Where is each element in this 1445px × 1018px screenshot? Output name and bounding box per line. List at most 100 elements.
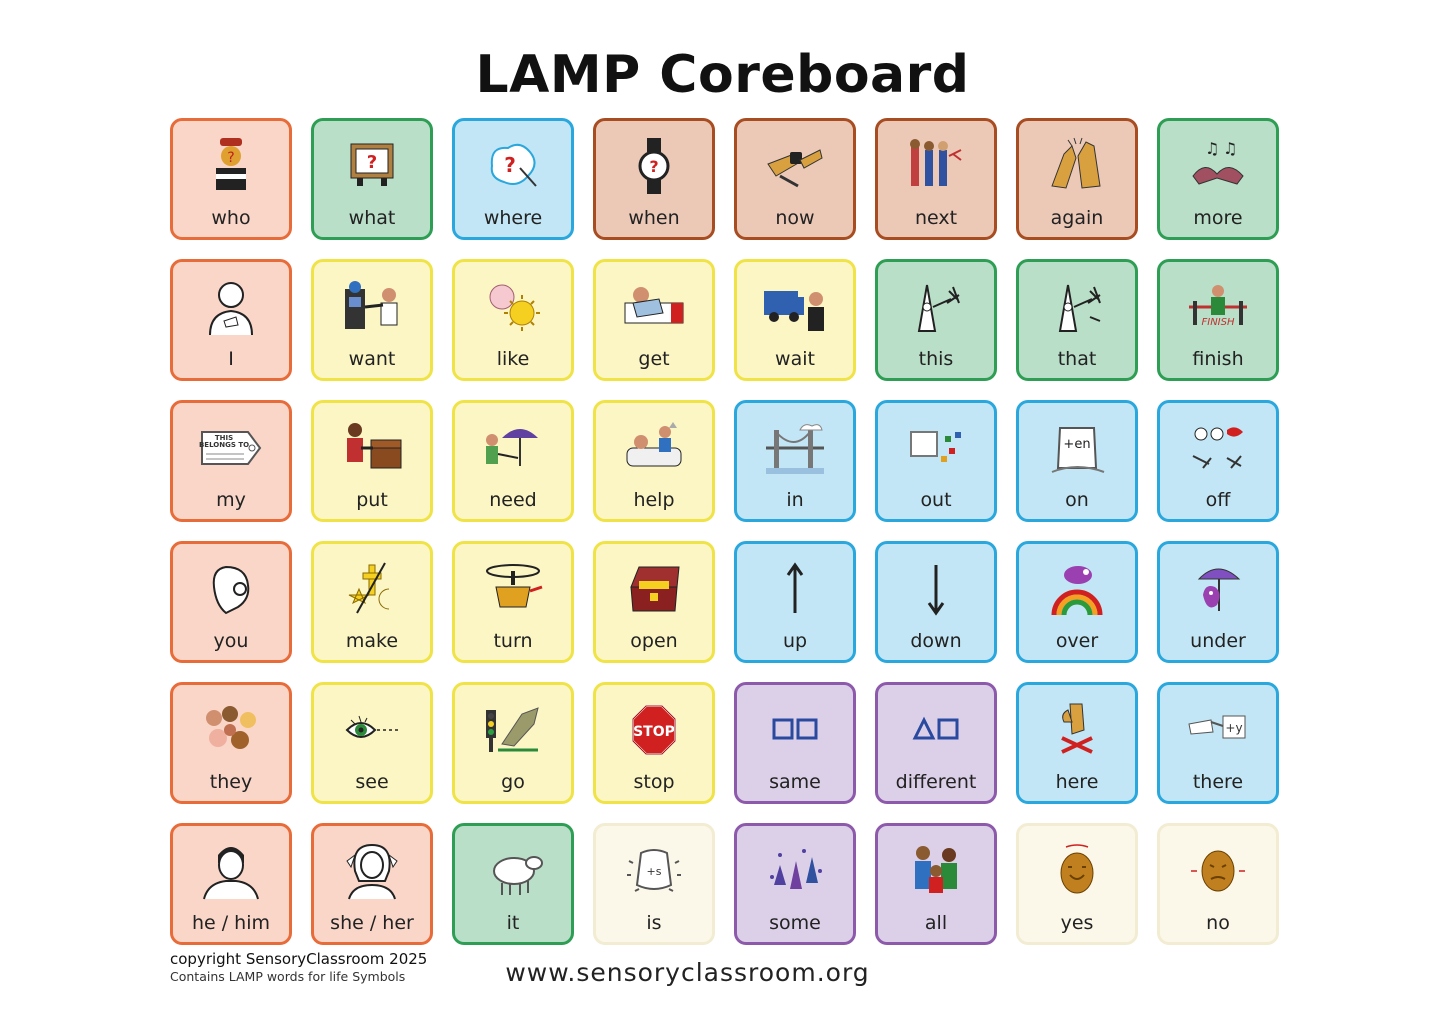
page-title: LAMP Coreboard [475, 45, 970, 105]
footer-credits: copyright SensoryClassroom 2025 Contains… [170, 949, 427, 985]
word-button-down[interactable]: down [875, 541, 997, 663]
word-label: down [910, 630, 962, 652]
more-icon: ♫ ♫ [1160, 135, 1276, 197]
word-button-get[interactable]: get [593, 259, 715, 381]
word-button-in[interactable]: in [734, 400, 856, 522]
when-icon: ? [596, 135, 712, 197]
word-button-like[interactable]: like [452, 259, 574, 381]
word-label: now [775, 207, 815, 229]
website-url[interactable]: www.sensoryclassroom.org [0, 958, 1375, 987]
word-button-again[interactable]: again [1016, 118, 1138, 240]
word-label: more [1193, 207, 1243, 229]
word-button-this[interactable]: this [875, 259, 997, 381]
word-button-i[interactable]: I [170, 259, 292, 381]
here-icon [1019, 699, 1135, 761]
word-button-need[interactable]: need [452, 400, 574, 522]
word-button-what[interactable]: ? what [311, 118, 433, 240]
word-button-off[interactable]: off [1157, 400, 1279, 522]
word-button-some[interactable]: some [734, 823, 856, 945]
word-button-now[interactable]: now [734, 118, 856, 240]
turn-icon [455, 558, 571, 620]
again-icon [1019, 135, 1135, 197]
word-button-finish[interactable]: FINISH finish [1157, 259, 1279, 381]
see-icon [314, 699, 430, 761]
word-button-different[interactable]: different [875, 682, 997, 804]
word-label: turn [493, 630, 533, 652]
word-button-under[interactable]: under [1157, 541, 1279, 663]
word-button-you[interactable]: you [170, 541, 292, 663]
svg-text:BELONGS TO: BELONGS TO [199, 441, 249, 449]
word-button-yes[interactable]: yes [1016, 823, 1138, 945]
word-button-go[interactable]: go [452, 682, 574, 804]
over-icon [1019, 558, 1135, 620]
word-label: same [769, 771, 821, 793]
word-button-all[interactable]: all [875, 823, 997, 945]
word-button-is[interactable]: +s is [593, 823, 715, 945]
word-button-want[interactable]: want [311, 259, 433, 381]
word-button-that[interactable]: that [1016, 259, 1138, 381]
word-button-stop[interactable]: STOP stop [593, 682, 715, 804]
stop-sign-text: STOP [633, 724, 675, 740]
word-button-she-her[interactable]: she / her [311, 823, 433, 945]
who-icon: ? [173, 135, 289, 197]
word-label: all [924, 912, 948, 934]
go-icon [455, 699, 571, 761]
word-label: that [1057, 348, 1097, 370]
word-label: up [782, 630, 808, 652]
word-button-here[interactable]: here [1016, 682, 1138, 804]
word-button-same[interactable]: same [734, 682, 856, 804]
put-icon [314, 417, 430, 479]
word-button-up[interactable]: up [734, 541, 856, 663]
word-button-open[interactable]: open [593, 541, 715, 663]
word-button-more[interactable]: ♫ ♫ more [1157, 118, 1279, 240]
word-label: this [918, 348, 954, 370]
word-button-see[interactable]: see [311, 682, 433, 804]
word-button-on[interactable]: +en on [1016, 400, 1138, 522]
word-button-he-him[interactable]: he / him [170, 823, 292, 945]
what-icon: ? [314, 135, 430, 197]
some-icon [737, 840, 853, 902]
word-button-when[interactable]: ? when [593, 118, 715, 240]
symbols-credit-text: Contains LAMP words for life Symbols [170, 969, 406, 984]
word-button-they[interactable]: they [170, 682, 292, 804]
word-label: they [209, 771, 253, 793]
word-button-my[interactable]: THIS BELONGS TO my [170, 400, 292, 522]
word-label: want [348, 348, 396, 370]
word-button-no[interactable]: no [1157, 823, 1279, 945]
all-icon [878, 840, 994, 902]
word-label: on [1065, 489, 1089, 511]
stop-sign-icon: STOP [596, 699, 712, 761]
word-label: again [1050, 207, 1104, 229]
word-button-help[interactable]: help [593, 400, 715, 522]
word-button-put[interactable]: put [311, 400, 433, 522]
word-button-who[interactable]: ? who [170, 118, 292, 240]
word-button-turn[interactable]: turn [452, 541, 574, 663]
word-button-there[interactable]: +y there [1157, 682, 1279, 804]
word-label: open [630, 630, 678, 652]
word-button-it[interactable]: it [452, 823, 574, 945]
word-button-make[interactable]: make [311, 541, 433, 663]
off-icon [1160, 417, 1276, 479]
word-label: go [501, 771, 525, 793]
word-button-out[interactable]: out [875, 400, 997, 522]
where-icon: ? [455, 135, 571, 197]
word-label: is [646, 912, 662, 934]
word-label: it [506, 912, 520, 934]
word-label: like [496, 348, 530, 370]
same-icon [737, 699, 853, 761]
word-label: when [628, 207, 680, 229]
word-label: here [1055, 771, 1099, 793]
word-button-over[interactable]: over [1016, 541, 1138, 663]
you-icon [173, 558, 289, 620]
word-label: she / her [330, 912, 414, 934]
word-button-next[interactable]: next [875, 118, 997, 240]
svg-text:?: ? [649, 157, 658, 176]
svg-text:♫: ♫ [1205, 139, 1219, 158]
word-label: next [914, 207, 958, 229]
out-icon [878, 417, 994, 479]
word-button-where[interactable]: ? where [452, 118, 574, 240]
word-button-wait[interactable]: wait [734, 259, 856, 381]
wait-icon [737, 276, 853, 338]
word-label: get [638, 348, 670, 370]
